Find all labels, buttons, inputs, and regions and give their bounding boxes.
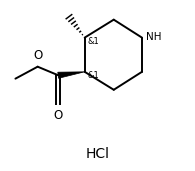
Polygon shape bbox=[58, 72, 85, 78]
Text: &1: &1 bbox=[88, 37, 99, 45]
Text: HCl: HCl bbox=[85, 147, 110, 161]
Text: NH: NH bbox=[146, 32, 161, 42]
Text: &1: &1 bbox=[88, 71, 99, 80]
Text: O: O bbox=[33, 49, 42, 62]
Text: O: O bbox=[54, 109, 63, 122]
